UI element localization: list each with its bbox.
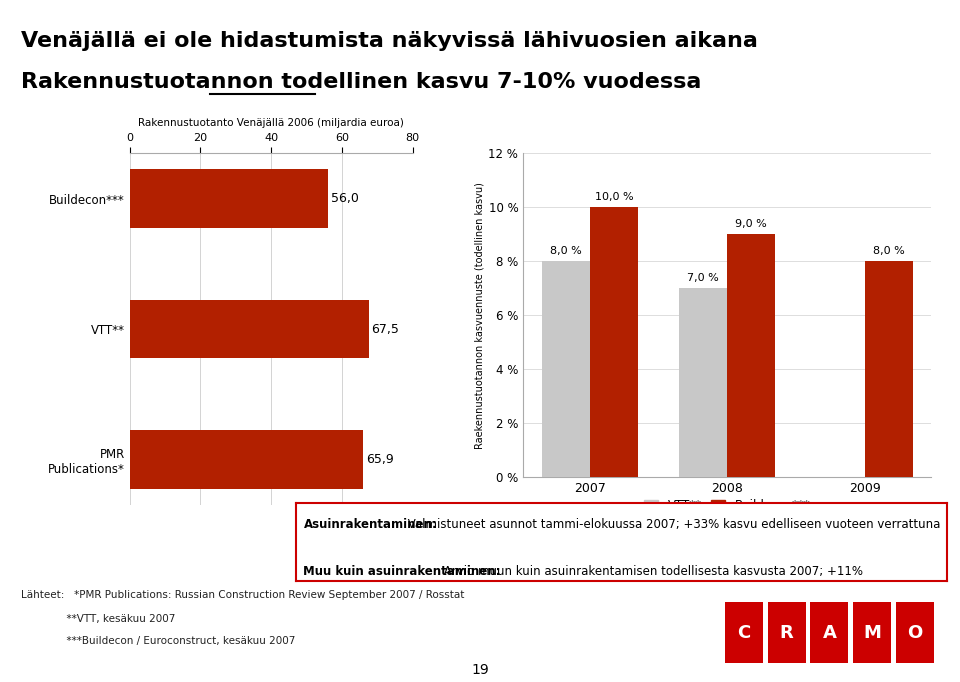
Text: O: O (907, 623, 923, 642)
Text: Rakennustuotanto Venäjällä (2006): Rakennustuotanto Venäjällä (2006) (22, 117, 300, 130)
Text: Rakennustuotannon todellinen kasvu 7-10% vuodessa: Rakennustuotannon todellinen kasvu 7-10%… (0, 681, 1, 682)
Bar (853, 602, 891, 663)
Text: Valmistuneet asunnot tammi-elokuussa 2007; +33% kasvu edelliseen vuoteen verratt: Valmistuneet asunnot tammi-elokuussa 200… (404, 518, 941, 531)
Text: 8,0 %: 8,0 % (550, 246, 582, 256)
Text: 65,9: 65,9 (366, 453, 394, 466)
Text: Rakennustuotannon todellinen kasvu 7-10% vuodessa: Rakennustuotannon todellinen kasvu 7-10%… (21, 72, 702, 91)
Bar (130, 430, 363, 489)
Text: Arvio muun kuin asuinrakentamisen todellisesta kasvusta 2007; +11%: Arvio muun kuin asuinrakentamisen todell… (441, 565, 863, 578)
X-axis label: Rakennustuotanto Venäjällä 2006 (miljardia euroa): Rakennustuotanto Venäjällä 2006 (miljard… (138, 118, 404, 128)
Text: 9,0 %: 9,0 % (735, 219, 767, 229)
Text: Lähteet:   *PMR Publications: Russian Construction Review September 2007 / Rosst: Lähteet: *PMR Publications: Russian Cons… (21, 590, 465, 600)
Bar (130, 169, 328, 228)
Text: 10,0 %: 10,0 % (594, 192, 634, 202)
Text: R: R (780, 623, 794, 642)
Text: C: C (737, 623, 751, 642)
Text: Muu kuin asuinrakentaminen:: Muu kuin asuinrakentaminen: (303, 565, 501, 578)
Bar (541, 261, 589, 477)
Bar (130, 300, 369, 358)
Bar (865, 261, 913, 477)
Text: **VTT, kesäkuu 2007: **VTT, kesäkuu 2007 (21, 614, 176, 624)
Text: Venäjällä ei ole hidastumista näkyvissä lähivuosien aikana: Venäjällä ei ole hidastumista näkyvissä … (21, 31, 758, 50)
Bar (810, 602, 849, 663)
Y-axis label: Raekennustuotannon kasvuennuste (todellinen kasvu): Raekennustuotannon kasvuennuste (todelli… (474, 182, 484, 449)
Text: A: A (823, 623, 836, 642)
Text: Arvio rakennustuotannon todellisesta kasvusta (2007-09): Arvio rakennustuotannon todellisesta kas… (447, 117, 900, 130)
Bar (768, 602, 805, 663)
Bar (728, 235, 776, 477)
Bar (896, 602, 934, 663)
Text: 67,5: 67,5 (372, 323, 399, 336)
Text: 56,0: 56,0 (330, 192, 358, 205)
Bar (589, 207, 637, 477)
Text: Rakennustuotannon todellinen: Rakennustuotannon todellinen (21, 72, 408, 91)
Text: 19: 19 (471, 663, 489, 677)
Bar (725, 602, 763, 663)
Text: 8,0 %: 8,0 % (873, 246, 904, 256)
Text: M: M (863, 623, 881, 642)
Legend: VTT**, Buildecon***: VTT**, Buildecon*** (639, 494, 815, 517)
Text: Asuinrakentaminen:: Asuinrakentaminen: (303, 518, 437, 531)
Text: 7,0 %: 7,0 % (687, 273, 719, 283)
Text: Rakennustuotannon: Rakennustuotannon (21, 72, 281, 91)
Bar (679, 288, 728, 477)
Text: ***Buildecon / Euroconstruct, kesäkuu 2007: ***Buildecon / Euroconstruct, kesäkuu 20… (21, 636, 296, 646)
